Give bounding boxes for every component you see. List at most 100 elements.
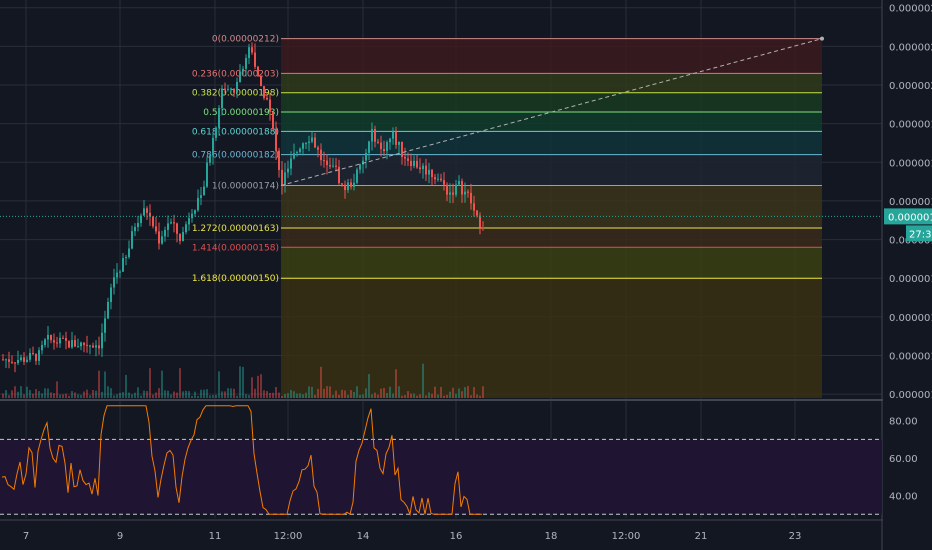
candle-body [14,362,16,364]
volume-bar [329,386,331,398]
volume-bar [239,366,241,398]
volume-bar [38,391,40,398]
candle-body [437,178,439,180]
volume-bar [257,375,259,398]
volume-bar [215,394,217,398]
volume-bar [161,370,163,398]
candle-body [443,180,445,185]
candle-body [119,271,121,273]
fib-zone [281,112,822,132]
volume-bar [440,386,442,398]
candle-body [266,97,268,100]
time-tick-label: 7 [23,531,29,542]
candle-body [32,352,34,354]
volume-bar [254,388,256,398]
candle-body [344,184,346,190]
candlesticks [0,42,882,373]
volume-bar [248,395,250,398]
volume-bar [35,389,37,398]
candle-body [215,127,217,138]
candle-body [26,359,28,362]
volume-bar [20,386,22,398]
candle-body [146,208,148,213]
volume-bar [8,395,10,398]
candle-body [161,236,163,244]
candle-body [428,169,430,175]
candle-body [251,47,253,53]
volume-bar [47,388,49,398]
candle-body [434,177,436,180]
candle-body [470,192,472,204]
candle-body [122,258,124,272]
volume-bar [347,394,349,398]
price-axis[interactable]: 0.00000220 0.00000210 0.00000200 0.00000190… [883,0,932,550]
volume-bar [146,391,148,398]
volume-bar [389,386,391,398]
volume-bar [263,390,265,398]
volume-bar [269,392,271,398]
price-tick-label: 0.00000150 [889,274,932,285]
volume-bar [455,393,457,398]
price-tick-label: 0.00000130 [889,351,932,362]
volume-bar [77,394,79,398]
volume-bar [443,395,445,398]
candle-body [440,178,442,181]
volume-bar [125,374,127,398]
time-tick-label: 14 [357,531,370,542]
volume-bar [83,391,85,398]
candle-body [218,108,220,128]
candle-body [413,160,415,167]
fib-zone [281,38,822,74]
volume-bar [128,392,130,398]
volume-bar [374,392,376,398]
volume-bar [398,386,400,398]
volume-bar [101,391,103,398]
fibonacci-retracement[interactable]: 0(0.00000212) 0.236(0.00000203) 0.382(0.00… [192,35,822,398]
fib-zone [281,247,822,279]
candle-body [17,360,19,364]
candle-body [158,231,160,244]
volume-bar [371,394,373,398]
candle-body [455,184,457,195]
candle-body [419,167,421,170]
candle-body [89,345,91,347]
time-axis[interactable]: 7 9 11 12:00 14 16 18 12:00 21 23 [23,531,802,542]
volume-bar [344,390,346,398]
candle-body [356,169,358,183]
time-tick-label: 9 [117,531,123,542]
volume-bar [461,391,463,398]
volume-bar [362,394,364,398]
candle-body [5,359,7,361]
volume-bar [458,388,460,398]
candle-body [473,203,475,211]
candle-body [308,141,310,144]
volume-bar [356,386,358,398]
volume-bar [245,394,247,398]
candle-body [245,57,247,69]
candle-body [104,318,106,333]
volume-bar [5,390,7,398]
candle-body [242,68,244,72]
volume-bar [155,392,157,398]
volume-bar [95,390,97,398]
candle-body [206,162,208,187]
candle-body [221,88,223,109]
rsi-band-fill [0,439,882,515]
volume-bar [272,392,274,398]
volume-bar [380,388,382,398]
candle-body [338,166,340,184]
candle-body [20,357,22,361]
fib-zone [281,131,822,155]
candle-body [353,182,355,187]
volume-bar [131,394,133,398]
price-tick-label: 0.00000200 [889,81,932,92]
candle-body [284,172,286,186]
candle-body [53,340,55,343]
volume-bar [200,389,202,398]
volume-bar [335,390,337,398]
candle-body [464,191,466,195]
trend-line[interactable] [280,36,824,186]
volume-bar [173,391,175,398]
volume-bar [140,395,142,398]
